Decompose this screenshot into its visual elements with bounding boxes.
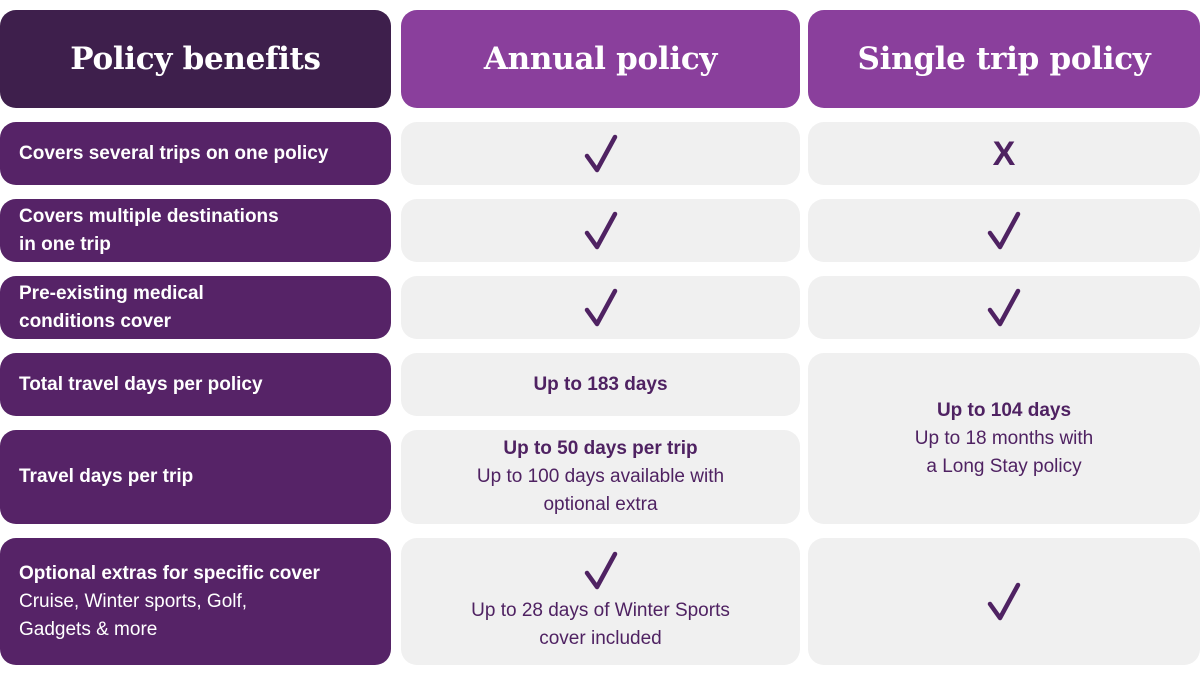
single-travel-days-line2: a Long Stay policy <box>926 455 1082 477</box>
annual-extras-line1: Up to 28 days of Winter Sports <box>471 599 730 621</box>
row-label-text: Travel days per trip <box>19 466 194 487</box>
annual-optional-extras-cell: Up to 28 days of Winter Sports cover inc… <box>401 538 800 665</box>
row-label-text: Total travel days per policy <box>19 373 263 395</box>
header-annual-policy: Annual policy <box>401 10 800 108</box>
row-label-line1: Covers multiple destinations <box>19 205 279 227</box>
annual-several-trips-cell <box>401 122 800 185</box>
row-label-multiple-destinations: Covers multiple destinations in one trip <box>0 199 391 262</box>
header-annual-policy-text: Annual policy <box>483 41 718 77</box>
annual-per-trip-line2: optional extra <box>543 494 658 515</box>
annual-extras-line2: cover included <box>539 627 662 649</box>
single-travel-days-line1: Up to 18 months with <box>914 427 1094 449</box>
row-label-optional-extras: Optional extras for specific cover Cruis… <box>0 538 391 665</box>
checkmark-icon <box>584 551 617 589</box>
annual-per-trip-bold: Up to 50 days per trip <box>503 438 698 459</box>
single-several-trips-cell: X <box>808 122 1200 185</box>
row-label-line1: Cruise, Winter sports, Golf, <box>19 590 248 612</box>
header-policy-benefits: Policy benefits <box>0 10 391 108</box>
row-label-medical-conditions: Pre-existing medical conditions cover <box>0 276 391 339</box>
row-label-travel-days-per-trip: Travel days per trip <box>0 430 391 524</box>
row-label-line1: Pre-existing medical <box>19 282 204 304</box>
checkmark-icon <box>987 582 1021 620</box>
header-policy-benefits-text: Policy benefits <box>70 41 321 77</box>
annual-medical-conditions-cell <box>401 276 800 339</box>
single-optional-extras-cell <box>808 538 1200 665</box>
single-multiple-destinations-cell <box>808 199 1200 262</box>
checkmark-icon <box>987 288 1021 326</box>
single-travel-days-bold: Up to 104 days <box>936 399 1072 421</box>
checkmark-icon <box>584 134 617 172</box>
row-label-line2: in one trip <box>19 233 111 255</box>
annual-multiple-destinations-cell <box>401 199 800 262</box>
annual-travel-days-per-trip-cell: Up to 50 days per trip Up to 100 days av… <box>401 430 800 524</box>
checkmark-icon <box>584 288 617 326</box>
annual-total-travel-days-cell: Up to 183 days <box>401 353 800 416</box>
single-travel-days-merged-cell: Up to 104 days Up to 18 months with a Lo… <box>808 353 1200 524</box>
checkmark-icon <box>584 211 617 249</box>
cross-icon: X <box>992 134 1016 173</box>
row-label-line2: Gadgets & more <box>19 618 158 640</box>
row-label-bold: Optional extras for specific cover <box>19 562 320 584</box>
row-label-several-trips: Covers several trips on one policy <box>0 122 391 185</box>
annual-per-trip-line1: Up to 100 days available with <box>476 466 725 487</box>
header-single-trip-policy-text: Single trip policy <box>857 41 1151 77</box>
row-label-total-travel-days: Total travel days per policy <box>0 353 391 416</box>
row-label-text: Covers several trips on one policy <box>19 142 329 164</box>
single-medical-conditions-cell <box>808 276 1200 339</box>
checkmark-icon <box>987 211 1021 249</box>
header-single-trip-policy: Single trip policy <box>808 10 1200 108</box>
annual-total-days-text: Up to 183 days <box>533 373 668 395</box>
row-label-line2: conditions cover <box>19 310 172 332</box>
